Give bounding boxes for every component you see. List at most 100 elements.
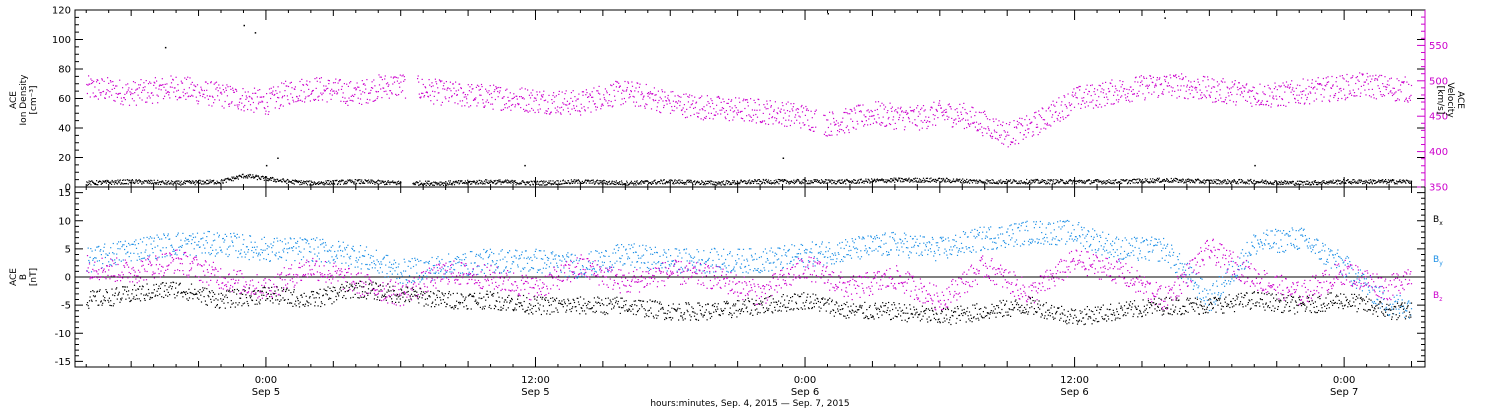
density-point-point <box>397 182 399 185</box>
velocity-point-point <box>497 96 499 98</box>
density-point-point <box>1112 179 1114 182</box>
density-point-point <box>584 181 586 183</box>
velocity-point-point <box>1329 95 1331 97</box>
density-point-point <box>270 177 272 179</box>
density-point-point <box>97 184 99 186</box>
velocity-point-point <box>135 89 137 91</box>
velocity-point-point <box>490 103 492 105</box>
velocity-point-point <box>754 109 756 111</box>
velocity-point-point <box>259 89 261 91</box>
density-point-point <box>1117 182 1119 184</box>
velocity-point-point <box>1003 143 1005 145</box>
velocity-point-point <box>561 106 563 108</box>
velocity-point-point <box>426 92 428 94</box>
density-point-point <box>1336 183 1338 185</box>
velocity-point-point <box>165 92 167 94</box>
velocity-point-point <box>734 105 736 107</box>
velocity-point-point <box>528 103 530 105</box>
density-point-point <box>130 182 132 184</box>
density-point-point <box>255 174 257 176</box>
velocity-point-point <box>219 92 222 94</box>
by-point-point <box>263 258 265 260</box>
density-point-point <box>152 182 154 184</box>
velocity-point-point <box>1391 94 1394 97</box>
density-point-point <box>429 182 431 184</box>
density-point-point <box>148 182 150 185</box>
density-point-point <box>108 181 110 183</box>
velocity-point-point <box>1311 82 1313 84</box>
density-point-point <box>146 182 148 184</box>
density-point-point <box>896 179 898 181</box>
density-point-point <box>225 181 227 183</box>
density-point-point <box>280 179 282 181</box>
by-point-point <box>262 249 264 251</box>
density-point-point <box>1333 182 1335 184</box>
velocity-point-point <box>1197 81 1199 83</box>
velocity-point-point <box>111 94 113 96</box>
velocity-point-point <box>1164 80 1167 83</box>
density-point-point <box>757 179 759 181</box>
by-point-point <box>279 239 281 242</box>
density-point-point <box>821 181 823 183</box>
density-point-point <box>920 181 922 183</box>
density-point-point <box>180 180 182 182</box>
by-point-point <box>253 246 256 248</box>
density-point-point <box>1306 183 1308 185</box>
density-point-point <box>648 182 650 184</box>
velocity-point-point <box>899 114 901 116</box>
velocity-point-point <box>227 86 229 88</box>
density-point-point <box>839 182 842 184</box>
density-point-point <box>1282 183 1284 185</box>
density-point-point <box>957 180 959 182</box>
velocity-point-point <box>372 87 374 89</box>
density-point-point <box>1011 182 1013 184</box>
density-point-point <box>1022 182 1024 184</box>
density-point-point <box>891 178 893 180</box>
velocity-point-point <box>755 122 757 124</box>
velocity-point-point <box>1238 82 1240 84</box>
by-point-point <box>210 252 212 255</box>
density-point-point <box>655 182 657 184</box>
density-point-point <box>649 182 651 184</box>
density-point-point <box>809 183 811 185</box>
density-point-point <box>668 179 670 181</box>
velocity-point-point <box>1062 116 1064 118</box>
density-point-point <box>1154 182 1156 184</box>
velocity-point-point <box>1337 99 1339 102</box>
density-point-point <box>271 177 273 179</box>
density-point-point <box>1407 180 1409 182</box>
density-point-point <box>88 184 90 186</box>
velocity-point-point <box>915 124 917 126</box>
velocity-point-point <box>706 95 708 97</box>
velocity-point-point <box>1122 90 1124 92</box>
velocity-point-point <box>249 104 252 106</box>
velocity-point-point <box>1315 98 1318 100</box>
velocity-point-point <box>1094 93 1096 95</box>
density-point-point <box>975 182 977 184</box>
velocity-point-point <box>1193 80 1195 82</box>
velocity-point-point <box>711 100 713 102</box>
density-point-point <box>1054 182 1056 184</box>
density-point-point <box>354 179 356 181</box>
density-point-point <box>111 183 113 185</box>
velocity-point-point <box>766 100 768 102</box>
velocity-point-point <box>1228 95 1230 97</box>
density-point-point <box>860 179 862 181</box>
by-point-point <box>217 252 219 254</box>
velocity-point-point <box>1027 132 1029 134</box>
velocity-point-point <box>453 93 456 95</box>
velocity-point-point <box>1071 94 1073 96</box>
velocity-point-point <box>1018 122 1020 124</box>
velocity-point-point <box>193 84 195 86</box>
velocity-point-point <box>1176 97 1178 99</box>
density-point-point <box>1307 180 1309 182</box>
velocity-point-point <box>381 97 383 99</box>
density-point-point <box>282 178 284 180</box>
velocity-point-point <box>219 87 221 89</box>
density-point-point <box>1137 182 1139 184</box>
by-point-point <box>337 250 339 252</box>
density-point-point <box>678 183 680 185</box>
velocity-point-point <box>1129 101 1131 103</box>
velocity-point-point <box>794 116 796 118</box>
density-point-point <box>960 181 962 184</box>
